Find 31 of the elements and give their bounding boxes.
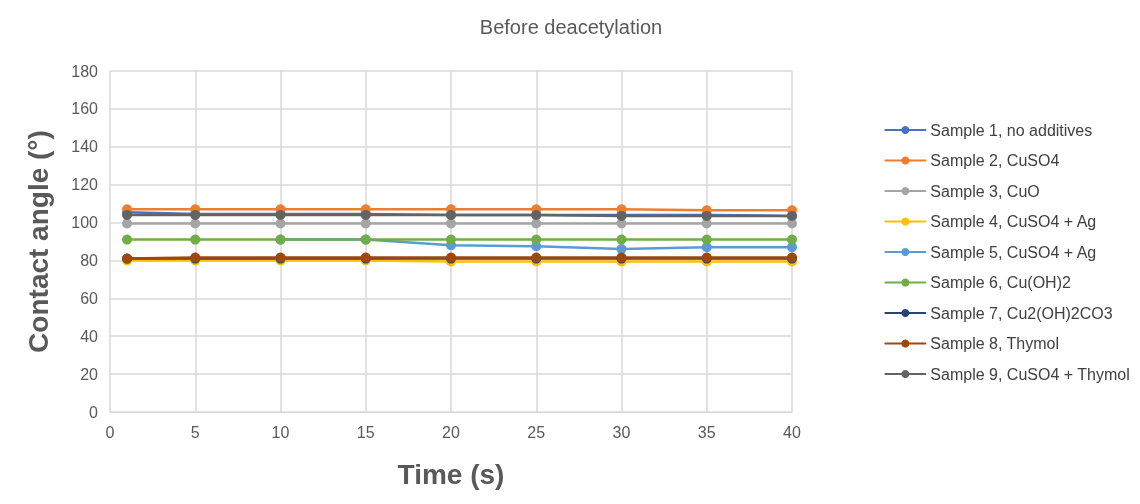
x-tick-label: 35 — [697, 423, 716, 441]
legend-label: Sample 9, CuSO4 + Thymol — [930, 365, 1130, 383]
legend-label: Sample 4, CuSO4 + Ag — [930, 213, 1097, 230]
x-tick-label: 25 — [527, 423, 546, 441]
legend-label: Sample 6, Cu(OH)2 — [930, 274, 1071, 291]
x-axis-title: Time (s) — [397, 458, 505, 490]
x-tick-label: 5 — [190, 423, 200, 441]
legend-label: Sample 1, no additives — [930, 121, 1093, 139]
legend-label: Sample 3, CuO — [930, 182, 1040, 200]
x-tick-label: 10 — [271, 423, 290, 441]
x-tick-label: 30 — [612, 423, 631, 441]
y-tick-label: 140 — [71, 138, 99, 156]
y-axis-title: Contact angle (°) — [22, 130, 54, 353]
legend-label: Sample 8, Thymol — [930, 335, 1060, 352]
legend-label: Sample 5, CuSO4 + Ag — [930, 243, 1097, 261]
y-tick-label: 100 — [71, 214, 99, 232]
y-tick-label: 80 — [80, 251, 99, 269]
y-tick-label: 160 — [71, 100, 99, 118]
x-tick-label: 40 — [783, 423, 801, 441]
x-tick-label: 15 — [356, 423, 375, 441]
y-tick-label: 120 — [71, 176, 99, 194]
x-tick-label: 0 — [105, 423, 115, 441]
legend-label: Sample 2, CuSO4 — [930, 152, 1060, 169]
y-tick-label: 180 — [71, 62, 99, 80]
x-tick-label: 20 — [442, 423, 460, 441]
y-tick-label: 40 — [80, 327, 99, 345]
y-tick-label: 0 — [89, 403, 99, 421]
y-tick-label: 20 — [80, 365, 99, 383]
chart-title: Before deacetylation — [479, 16, 663, 38]
y-tick-label: 60 — [80, 289, 99, 307]
legend-label: Sample 7, Cu2(OH)2CO3 — [930, 304, 1113, 322]
